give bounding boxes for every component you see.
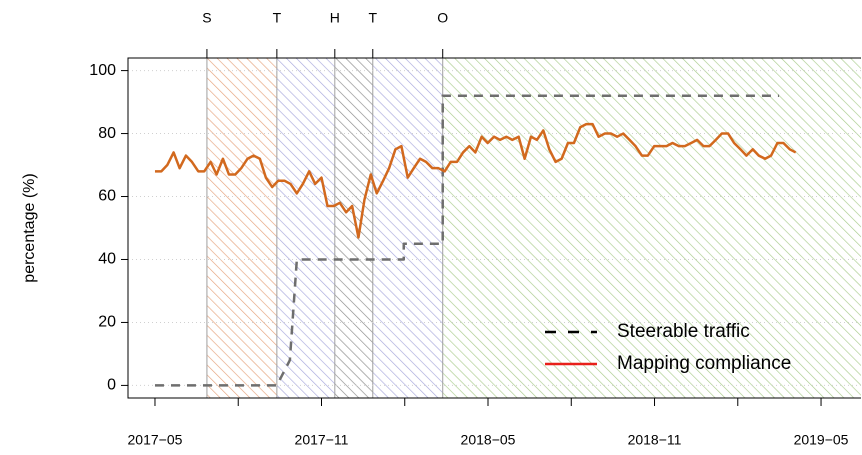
y-tick-label: 60 <box>98 188 116 205</box>
plot-frame <box>127 57 861 399</box>
legend-label: Steerable traffic <box>617 321 750 342</box>
legend-label: Mapping compliance <box>617 353 791 374</box>
y-axis-title: percentage (%) <box>21 173 38 282</box>
region-label: T <box>368 10 377 26</box>
x-tick-label: 2017−11 <box>295 432 349 448</box>
y-tick-label: 80 <box>98 125 116 142</box>
region-label: S <box>202 10 211 26</box>
y-tick-label: 40 <box>98 251 116 268</box>
region-label: O <box>437 10 448 26</box>
region <box>442 58 861 398</box>
region <box>334 58 373 398</box>
region-label: H <box>330 10 340 26</box>
region <box>206 58 277 398</box>
region <box>372 58 443 398</box>
x-tick-label: 2019−05 <box>794 432 849 448</box>
region <box>276 58 335 398</box>
series-line <box>154 122 797 239</box>
x-tick-label: 2017−05 <box>128 432 183 448</box>
x-tick-label: 2018−05 <box>461 432 516 448</box>
series-line <box>154 94 780 387</box>
y-tick-label: 0 <box>107 377 116 394</box>
y-tick-label: 100 <box>89 62 116 79</box>
region-label: T <box>273 10 282 26</box>
x-tick-label: 2018−11 <box>628 432 682 448</box>
y-tick-label: 20 <box>98 314 116 331</box>
